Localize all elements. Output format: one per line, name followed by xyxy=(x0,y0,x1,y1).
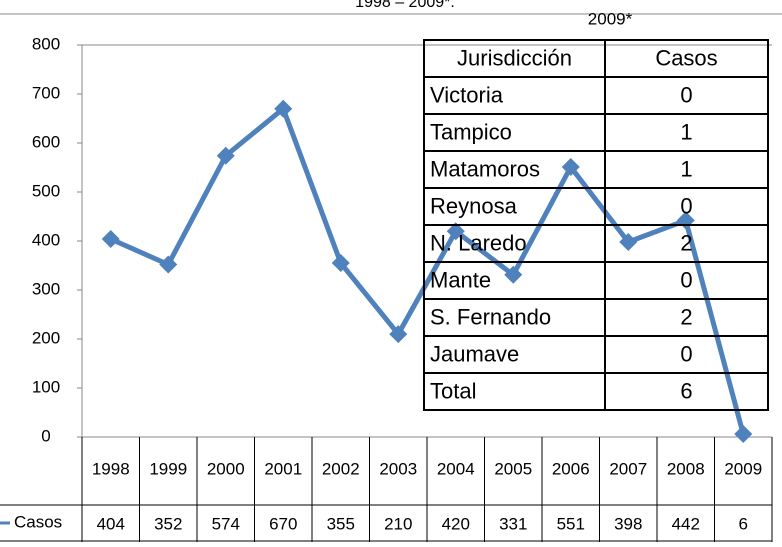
y-tick-label: 700 xyxy=(32,83,60,102)
y-tick-label: 0 xyxy=(41,426,50,445)
point xyxy=(561,158,580,177)
inset-cell: 2 xyxy=(680,230,692,255)
data-table-value: 574 xyxy=(212,514,240,533)
point xyxy=(274,99,293,118)
point xyxy=(734,425,753,444)
point xyxy=(504,265,523,284)
x-tick-label: 1999 xyxy=(149,459,187,478)
chart-title: 1998 – 2009*. xyxy=(355,0,455,11)
inset-cell: 1 xyxy=(680,119,692,144)
y-tick-label: 200 xyxy=(32,328,60,347)
inset-cell: Reynosa xyxy=(430,193,518,218)
inset-cell: 0 xyxy=(680,267,692,292)
inset-cell: Matamoros xyxy=(430,156,540,181)
legend-label: Casos xyxy=(14,512,62,531)
x-tick-label: 2004 xyxy=(437,459,475,478)
inset-header: Casos xyxy=(655,45,717,70)
y-tick-label: 500 xyxy=(32,181,60,200)
inset-cell: Tampico xyxy=(430,119,512,144)
inset-cell: 6 xyxy=(680,378,692,403)
inset-cell: S. Fernando xyxy=(430,304,551,329)
x-tick-label: 2001 xyxy=(264,459,302,478)
point xyxy=(216,146,235,165)
data-table-value: 420 xyxy=(442,514,470,533)
inset-cell: Total xyxy=(430,378,476,403)
y-tick-label: 400 xyxy=(32,230,60,249)
inset-cell: 0 xyxy=(680,341,692,366)
data-table-value: 210 xyxy=(384,514,412,533)
inset-cell: 2 xyxy=(680,304,692,329)
x-tick-label: 2000 xyxy=(207,459,245,478)
y-tick-label: 300 xyxy=(32,279,60,298)
inset-cell: 0 xyxy=(680,82,692,107)
point xyxy=(446,222,465,241)
point xyxy=(619,232,638,251)
point xyxy=(101,230,120,249)
x-tick-label: 2006 xyxy=(552,459,590,478)
data-table-value: 551 xyxy=(557,514,585,533)
data-table-value: 404 xyxy=(97,514,125,533)
x-tick-label: 1998 xyxy=(92,459,130,478)
inset-cell: 0 xyxy=(680,193,692,218)
data-table-value: 352 xyxy=(154,514,182,533)
inset-title: 2009* xyxy=(588,9,633,28)
data-table-value: 6 xyxy=(739,514,748,533)
x-tick-label: 2008 xyxy=(667,459,705,478)
y-tick-label: 600 xyxy=(32,132,60,151)
y-tick-label: 800 xyxy=(32,34,60,53)
point xyxy=(331,254,350,273)
data-table-value: 331 xyxy=(499,514,527,533)
inset-cell: Victoria xyxy=(430,82,504,107)
data-table-value: 355 xyxy=(327,514,355,533)
x-tick-label: 2002 xyxy=(322,459,360,478)
line xyxy=(109,106,746,435)
data-table-value: 442 xyxy=(672,514,700,533)
data-table-value: 398 xyxy=(614,514,642,533)
inset-cell: Mante xyxy=(430,267,491,292)
inset-cell: Jaumave xyxy=(430,341,519,366)
inset-cell: 1 xyxy=(680,156,692,181)
inset-cell: N. Laredo xyxy=(430,230,527,255)
y-tick-label: 100 xyxy=(32,377,60,396)
x-tick-label: 2009 xyxy=(724,459,762,478)
x-tick-label: 2007 xyxy=(609,459,647,478)
x-tick-label: 2003 xyxy=(379,459,417,478)
inset-header: Jurisdicción xyxy=(457,45,572,70)
point xyxy=(159,255,178,274)
data-table-value: 670 xyxy=(269,514,297,533)
x-tick-label: 2005 xyxy=(494,459,532,478)
point xyxy=(389,325,408,344)
